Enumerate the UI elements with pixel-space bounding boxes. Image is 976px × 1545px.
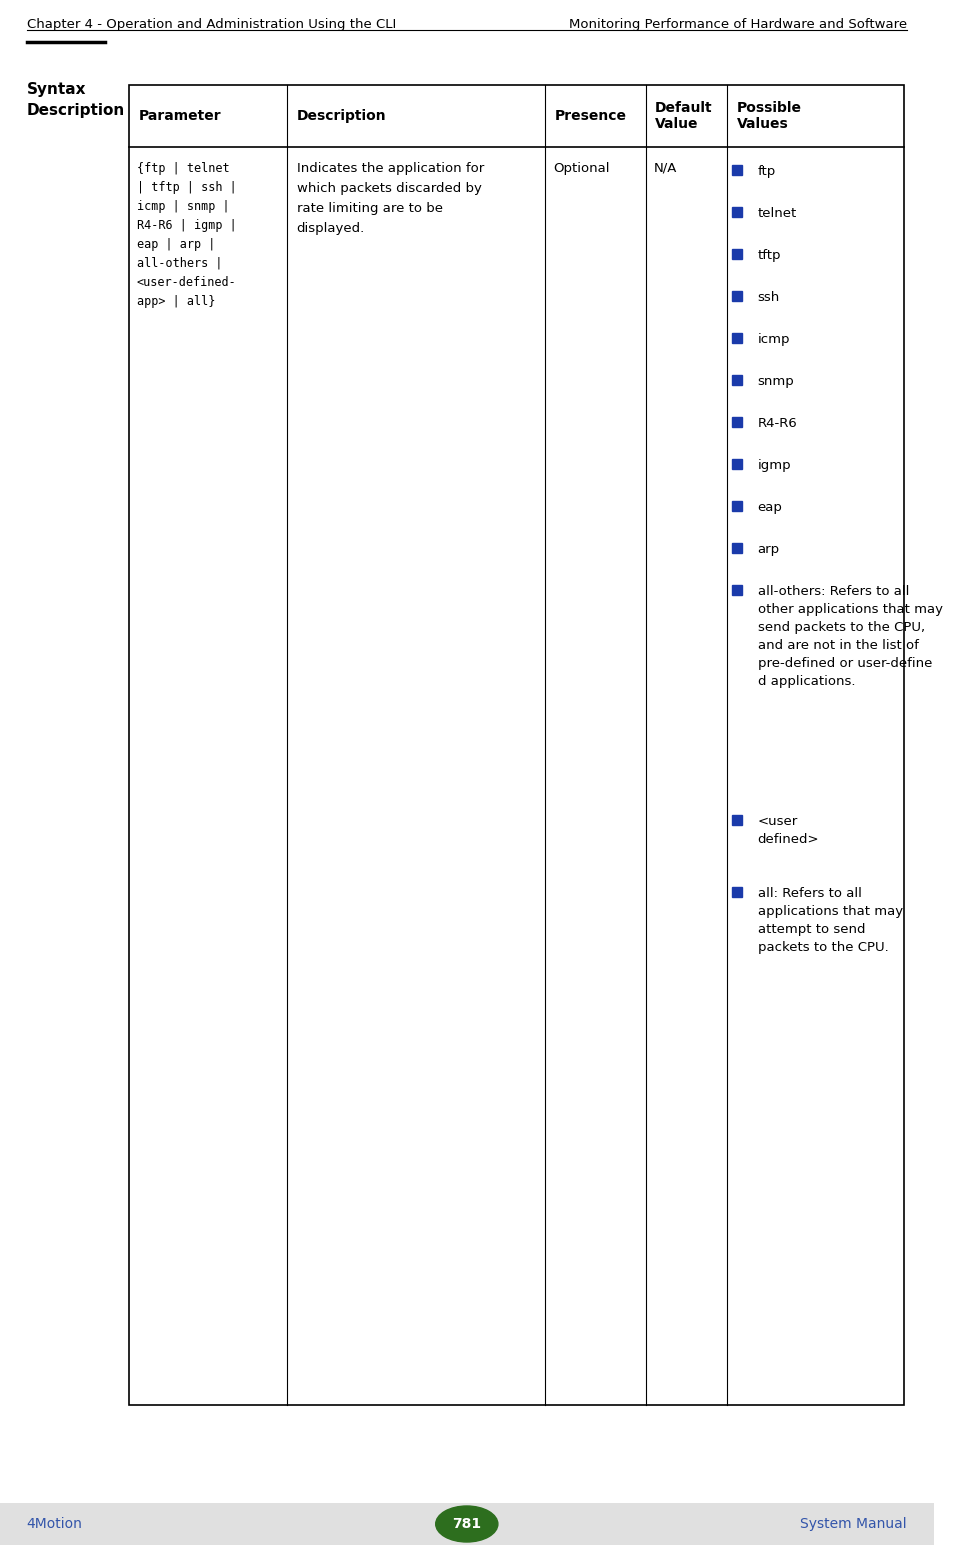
Text: Possible
Values: Possible Values (737, 100, 801, 131)
Text: Description: Description (297, 110, 386, 124)
Text: eap: eap (757, 501, 783, 514)
Text: System Manual: System Manual (800, 1517, 907, 1531)
Text: N/A: N/A (653, 162, 676, 175)
Text: 781: 781 (452, 1517, 481, 1531)
Text: igmp: igmp (757, 459, 792, 473)
Text: Chapter 4 - Operation and Administration Using the CLI: Chapter 4 - Operation and Administration… (26, 19, 396, 31)
Text: Indicates the application for
which packets discarded by
rate limiting are to be: Indicates the application for which pack… (297, 162, 484, 235)
Text: all-others: Refers to all
other applications that may
send packets to the CPU,
a: all-others: Refers to all other applicat… (757, 586, 943, 688)
Text: all: Refers to all
applications that may
attempt to send
packets to the CPU.: all: Refers to all applications that may… (757, 887, 903, 953)
Text: Parameter: Parameter (139, 110, 222, 124)
Text: snmp: snmp (757, 375, 794, 388)
Text: Default
Value: Default Value (655, 100, 712, 131)
Text: telnet: telnet (757, 207, 796, 219)
Text: {ftp | telnet
| tftp | ssh |
icmp | snmp |
R4-R6 | igmp |
eap | arp |
all-others: {ftp | telnet | tftp | ssh | icmp | snmp… (137, 162, 236, 307)
Ellipse shape (435, 1506, 498, 1542)
Text: arp: arp (757, 542, 780, 556)
Text: ftp: ftp (757, 165, 776, 178)
Text: Syntax
Description: Syntax Description (26, 82, 125, 117)
Text: R4-R6: R4-R6 (757, 417, 797, 430)
Text: ssh: ssh (757, 290, 780, 304)
Text: <user
defined>: <user defined> (757, 816, 819, 847)
Text: icmp: icmp (757, 334, 791, 346)
Bar (129, 85, 904, 1404)
Text: tftp: tftp (757, 249, 781, 263)
Bar (0, 1503, 934, 1545)
Text: Monitoring Performance of Hardware and Software: Monitoring Performance of Hardware and S… (569, 19, 907, 31)
Text: 4Motion: 4Motion (26, 1517, 83, 1531)
Text: Presence: Presence (554, 110, 627, 124)
Text: Optional: Optional (552, 162, 609, 175)
